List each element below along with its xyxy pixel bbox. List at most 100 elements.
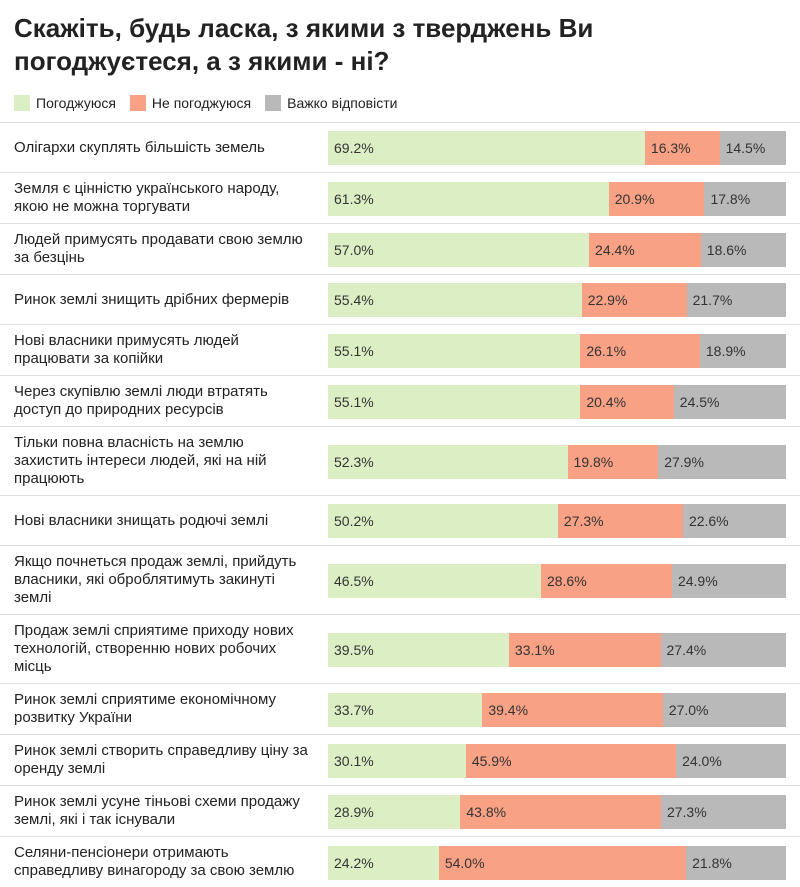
value-label: 39.4%: [488, 701, 529, 718]
bar-segment: [567, 444, 659, 479]
row: Нові власники знищать родючі землі 50.2% 2…: [0, 495, 800, 545]
bar-segment: [328, 444, 568, 479]
value-label: 27.3%: [666, 803, 707, 820]
legend-item: Погоджуюся: [14, 95, 116, 111]
value-label: 26.1%: [586, 342, 627, 359]
value-label: 20.4%: [586, 393, 627, 410]
value-label: 69.2%: [334, 140, 374, 156]
value-label: 39.5%: [334, 641, 374, 658]
row: Ринок землі усуне тіньові схеми продажу …: [0, 785, 800, 836]
bar-segment: [557, 504, 683, 538]
bar-track: 57.0% 24.4% 18.6%: [328, 232, 786, 267]
bar-segment: [328, 692, 483, 727]
bar-track: 55.1% 20.4% 24.5%: [328, 384, 786, 419]
bar-segment: [328, 232, 590, 267]
value-label: 22.9%: [587, 292, 628, 308]
value-label: 55.1%: [334, 342, 374, 359]
legend-swatch: [129, 95, 146, 111]
bar-track: 50.2% 27.3% 22.6%: [328, 504, 787, 538]
bar-segment: [328, 333, 581, 368]
bar-track: 30.1% 45.9% 24.0%: [328, 743, 786, 778]
value-label: 55.4%: [334, 292, 374, 308]
bar-segment: [719, 131, 786, 165]
value-label: 24.9%: [677, 572, 718, 589]
bar-track: 28.9% 43.8% 27.3%: [328, 794, 786, 829]
value-label: 21.7%: [692, 292, 733, 308]
value-label: 45.9%: [471, 752, 512, 769]
bar-segment: [704, 181, 786, 216]
legend-label: Не погоджуюся: [151, 95, 252, 111]
bar-track: 52.3% 19.8% 27.9%: [328, 444, 786, 479]
value-label: 24.0%: [682, 752, 722, 769]
value-label: 19.8%: [573, 453, 614, 470]
bar-segment: [328, 845, 439, 880]
value-label: 52.3%: [334, 453, 374, 470]
bar-segment: [662, 692, 787, 727]
bar-segment: [328, 563, 541, 598]
chart-rows: Олігархи скуплять більшість земель 69.2% 1…: [0, 122, 800, 887]
bar-segment: [328, 384, 581, 419]
bar-track: 69.2% 16.3% 14.5%: [328, 131, 786, 165]
bar-segment: [328, 794, 461, 829]
bar-segment: [328, 504, 558, 538]
bar-segment: [482, 692, 663, 727]
value-label: 22.6%: [688, 513, 729, 529]
row: Земля є цінністю українського народу, як…: [0, 172, 800, 223]
row: Нові власники примусять людей працювати …: [0, 324, 800, 375]
value-label: 27.4%: [666, 641, 707, 658]
bar-segment: [328, 283, 582, 317]
value-label: 30.1%: [334, 752, 374, 769]
legend-item: Важко відповісти: [265, 95, 397, 111]
row: Ринок землі знищить дрібних фермерів 55.4…: [0, 274, 800, 324]
bar-segment: [540, 563, 672, 598]
category-label: Нові власники примусять людей працювати …: [14, 332, 239, 367]
bar-segment: [608, 181, 705, 216]
category-label: Через скупівлю землі люди втратять досту…: [14, 383, 268, 418]
value-label: 61.3%: [334, 190, 374, 207]
category-label: Людей примусять продавати свою землю за …: [14, 231, 303, 266]
value-label: 20.9%: [614, 190, 655, 207]
bar-segment: [460, 794, 661, 829]
value-label: 17.8%: [710, 190, 751, 207]
row: Продаж землі сприятиме приходу нових тех…: [0, 614, 800, 683]
bar-segment: [465, 743, 677, 778]
bar-segment: [676, 743, 786, 778]
value-label: 28.9%: [334, 803, 374, 820]
bar-track: 55.4% 22.9% 21.7%: [328, 283, 786, 317]
bar-segment: [700, 232, 786, 267]
legend-item: Не погоджуюся: [129, 95, 252, 111]
bar-segment: [673, 384, 786, 419]
legend-label: Погоджуюся: [36, 95, 116, 111]
value-label: 27.0%: [668, 701, 709, 718]
chart-title: Скажіть, будь ласка, з якими з тверджень…: [14, 13, 594, 76]
bar-track: 39.5% 33.1% 27.4%: [328, 632, 786, 667]
bar-segment: [671, 563, 786, 598]
bar-track: 61.3% 20.9% 17.8%: [328, 181, 786, 216]
bar-segment: [328, 632, 509, 667]
bar-track: 33.7% 39.4% 27.0%: [328, 692, 787, 727]
category-label: Якщо почнеться продаж землі, прийдуть вл…: [14, 553, 297, 606]
value-label: 18.6%: [706, 241, 747, 258]
bar-segment: [660, 632, 786, 667]
value-label: 18.9%: [705, 342, 746, 359]
bar-track: 46.5% 28.6% 24.9%: [328, 563, 786, 598]
category-label: Нові власники знищать родючі землі: [14, 511, 269, 529]
bar-segment: [682, 504, 787, 538]
value-label: 33.1%: [514, 641, 555, 658]
value-label: 50.2%: [334, 513, 374, 529]
bar-track: 24.2% 54.0% 21.8%: [328, 845, 786, 880]
bar-segment: [589, 232, 701, 267]
bar-segment: [660, 794, 786, 829]
category-label: Ринок землі усуне тіньові схеми продажу …: [14, 793, 300, 828]
bar-segment: [508, 632, 661, 667]
value-label: 57.0%: [334, 241, 374, 258]
row: Людей примусять продавати свою землю за …: [0, 223, 800, 274]
value-label: 33.7%: [334, 701, 374, 718]
value-label: 21.8%: [692, 854, 732, 871]
category-label: Продаж землі сприятиме приходу нових тех…: [14, 622, 294, 675]
row: Ринок землі сприятиме економічному розви…: [0, 683, 800, 734]
value-label: 14.5%: [725, 140, 766, 156]
bar-segment: [644, 131, 720, 165]
bar-segment: [438, 845, 687, 880]
